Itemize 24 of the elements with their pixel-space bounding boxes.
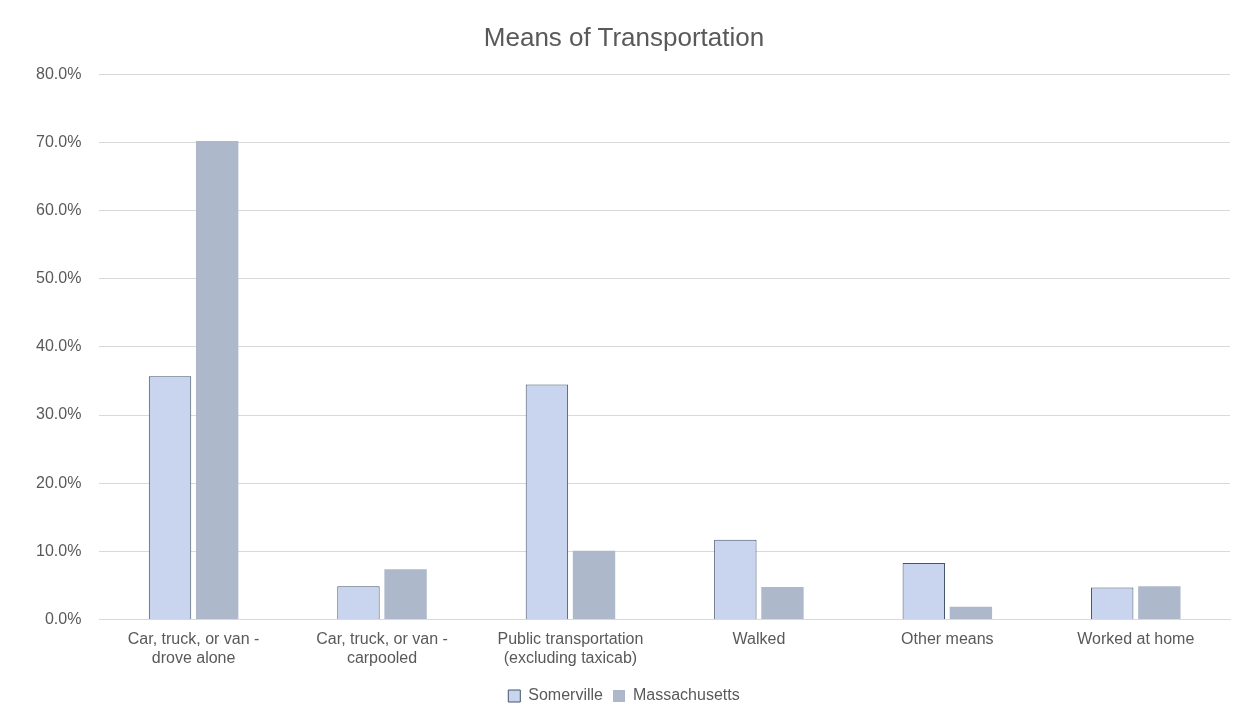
x-tick-label: Other means xyxy=(901,629,994,647)
y-tick-label: 50.0% xyxy=(35,269,82,287)
bar xyxy=(195,141,239,620)
bar xyxy=(949,606,993,620)
bar xyxy=(1138,586,1181,620)
y-tick-label: 40.0% xyxy=(35,337,82,355)
bar xyxy=(761,586,804,620)
legend-label: Massachusetts xyxy=(632,686,740,704)
x-tick-label: Public transportation (excluding taxicab) xyxy=(497,629,644,666)
y-tick-label: 20.0% xyxy=(35,473,82,491)
y-tick-label: 80.0% xyxy=(35,64,82,82)
x-tick-label: Car, truck, or van - carpooled xyxy=(316,629,448,666)
y-tick-label: 60.0% xyxy=(35,200,82,218)
y-tick-label: 0.0% xyxy=(44,610,82,628)
y-tick-label: 10.0% xyxy=(35,541,82,559)
y-tick-label: 30.0% xyxy=(35,405,82,423)
bar xyxy=(572,550,616,620)
x-tick-label: Worked at home xyxy=(1077,629,1195,647)
y-tick-label: 70.0% xyxy=(35,132,82,150)
x-tick-label: Car, truck, or van - drove alone xyxy=(127,629,260,666)
chart-title: Means of Transportation xyxy=(483,21,765,52)
x-tick-label: Walked xyxy=(732,629,786,647)
legend-label: Somerville xyxy=(528,686,604,704)
bar xyxy=(384,569,427,620)
